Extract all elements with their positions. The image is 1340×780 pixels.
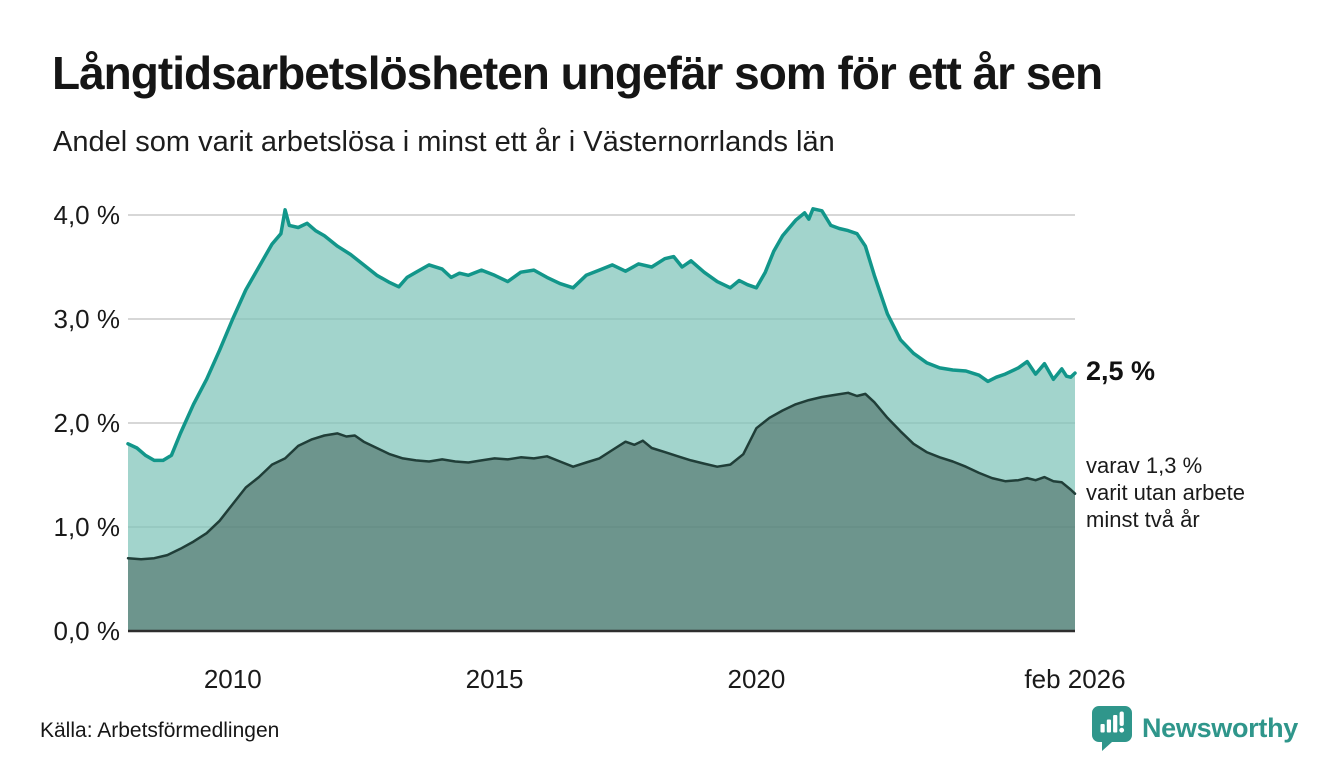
exclamation-dot xyxy=(1119,727,1125,733)
y-tick-label-0,0 %: 0,0 % xyxy=(54,616,121,646)
source-note: Källa: Arbetsförmedlingen xyxy=(40,719,280,742)
y-tick-label-1,0 %: 1,0 % xyxy=(54,512,121,542)
bar-2 xyxy=(1106,719,1111,733)
newsworthy-logo: Newsworthy xyxy=(1090,704,1298,752)
bar-3 xyxy=(1113,715,1118,733)
line-min-one-year xyxy=(126,207,1077,463)
x-tick-label-2020: 2020 xyxy=(728,664,786,694)
exclamation-bar xyxy=(1119,711,1124,726)
end-note-line-2: varit utan arbete xyxy=(1086,480,1245,505)
line-min-two-years xyxy=(126,391,1077,561)
end-note-label: varav 1,3 % varit utan arbete minst två … xyxy=(1086,452,1245,533)
chart-bubble-icon xyxy=(1091,706,1132,751)
speech-bubble-shape xyxy=(1091,706,1132,751)
chart-title: Långtidsarbetslösheten ungefär som för e… xyxy=(52,47,1103,99)
end-note-line-3: minst två år xyxy=(1086,507,1200,532)
y-tick-label-4,0 %: 4,0 % xyxy=(54,200,121,230)
newsworthy-wordmark: Newsworthy xyxy=(1141,712,1298,743)
end-value-label: 2,5 % xyxy=(1086,356,1156,386)
y-tick-label-3,0 %: 3,0 % xyxy=(54,304,121,334)
bar-1 xyxy=(1100,724,1105,733)
x-tick-label-feb 2026: feb 2026 xyxy=(1024,664,1125,694)
area-min-two-years xyxy=(128,392,1075,631)
y-tick-label-2,0 %: 2,0 % xyxy=(54,408,121,438)
x-tick-label-2010: 2010 xyxy=(204,664,262,694)
x-tick-label-2015: 2015 xyxy=(466,664,524,694)
chart-subtitle: Andel som varit arbetslösa i minst ett å… xyxy=(53,126,835,158)
end-note-line-1: varav 1,3 % xyxy=(1086,453,1203,478)
unemployment-area-chart: 0,0 % 1,0 % 2,0 % 3,0 % 4,0 % 2010 2015 2020 feb… xyxy=(54,200,1126,694)
